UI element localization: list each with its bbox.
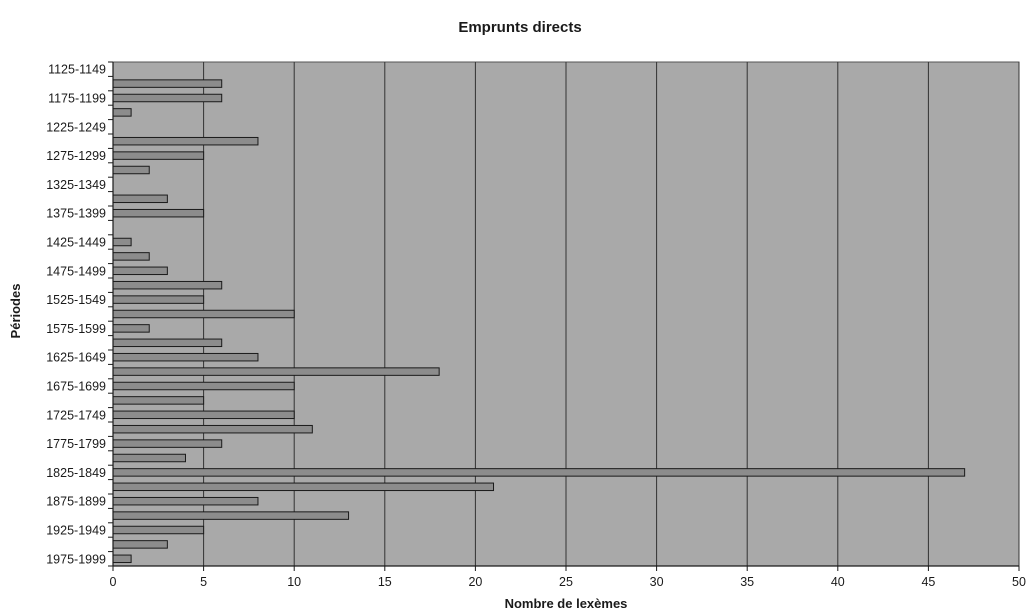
bar (112, 540, 168, 549)
bar (112, 295, 205, 304)
bar (112, 424, 313, 434)
chart-title: Emprunts directs (458, 19, 581, 36)
y-tick-label: 1525-1549 (46, 293, 106, 307)
x-tick-label: 35 (740, 575, 754, 589)
x-tick-label: 5 (200, 575, 207, 589)
y-tick-label: 1225-1249 (46, 120, 106, 134)
bar (112, 136, 259, 146)
bar (112, 309, 295, 319)
axes (108, 61, 1020, 571)
y-tick-label: 1775-1799 (46, 437, 106, 451)
bar (112, 93, 223, 103)
y-tick-label: 1375-1399 (46, 207, 106, 221)
bar (112, 554, 132, 564)
x-tick-label: 50 (1012, 575, 1026, 589)
bar (112, 439, 223, 448)
bar (112, 194, 168, 204)
bar (112, 453, 186, 463)
x-tick-labels: 0 5 10 15 20 25 30 35 40 45 50 (110, 575, 1026, 589)
bar (112, 208, 205, 218)
y-tick-label: 1575-1599 (46, 322, 106, 336)
x-tick-label: 0 (110, 575, 117, 589)
y-tick-label: 1125-1149 (48, 63, 106, 77)
x-axis-label: Nombre de lexèmes (505, 596, 628, 611)
bar (112, 511, 350, 520)
gridlines (203, 62, 1020, 566)
bar (112, 324, 150, 333)
bar (112, 252, 150, 261)
bar (112, 165, 150, 175)
x-tick-label: 20 (468, 575, 482, 589)
y-tick-label: 1325-1349 (46, 178, 106, 192)
x-tick-label: 40 (831, 575, 845, 589)
x-tick-label: 25 (559, 575, 573, 589)
y-tick-label: 1975-1999 (46, 552, 106, 566)
bar (112, 525, 205, 535)
x-tick-label: 45 (921, 575, 935, 589)
y-tick-label: 1625-1649 (46, 351, 106, 365)
y-tick-label: 1275-1299 (46, 149, 106, 163)
x-tick-label: 10 (287, 575, 301, 589)
bar (112, 151, 205, 160)
y-tick-label: 1875-1899 (46, 495, 106, 509)
x-tick-label: 30 (650, 575, 664, 589)
bar (112, 108, 132, 117)
x-tick-label: 15 (378, 575, 392, 589)
bar (112, 338, 223, 348)
y-tick-label: 1475-1499 (46, 264, 106, 278)
bar (112, 280, 223, 290)
bar (112, 352, 259, 362)
bar (112, 482, 495, 492)
bar (112, 468, 966, 477)
bar (112, 367, 440, 376)
y-tick-label: 1425-1449 (46, 236, 106, 250)
bars (112, 79, 966, 564)
y-axis-label: Périodes (8, 284, 23, 339)
bar (112, 266, 168, 276)
y-tick-label: 1825-1849 (46, 466, 106, 480)
y-tick-label: 1175-1199 (48, 92, 106, 106)
y-tick-labels: 1125-1149 1175-1199 1225-1249 1275-1299 1325… (46, 63, 106, 567)
bar (112, 396, 205, 405)
bar (112, 381, 295, 391)
bar (112, 237, 132, 247)
y-tick-label: 1925-1949 (46, 524, 106, 538)
y-tick-label: 1725-1749 (46, 408, 106, 422)
y-tick-label: 1675-1699 (46, 380, 106, 394)
bar (112, 496, 259, 506)
bar (112, 79, 223, 88)
bar (112, 410, 295, 420)
